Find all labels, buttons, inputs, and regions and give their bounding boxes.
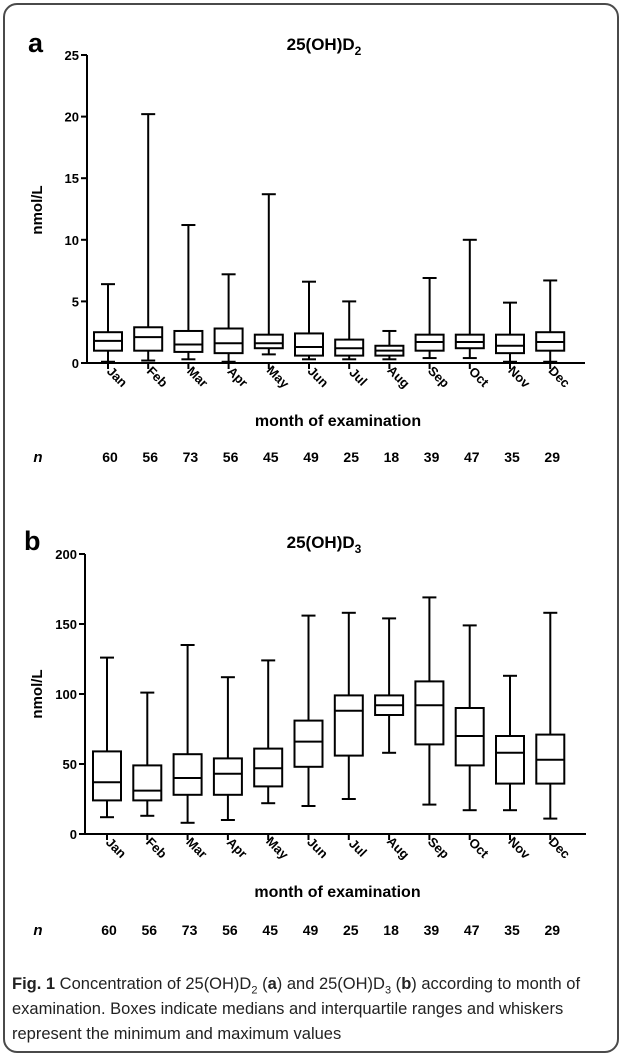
panel-b-y-tick-label: 200: [55, 547, 77, 562]
panel-a-n-value: 45: [263, 449, 279, 465]
panel-a-box: [253, 333, 284, 350]
panel-a-box: [173, 329, 204, 353]
panel-b-n-value: 49: [303, 922, 319, 938]
panel-a-y-tick-label: 25: [65, 48, 79, 63]
panel-a-box: [294, 332, 324, 357]
panel-b-box: [414, 680, 445, 746]
panel-a-y-tick-label: 15: [65, 171, 79, 186]
panel-b-n-label: n: [33, 922, 42, 939]
panel-b-box: [293, 719, 324, 768]
panel-a-n-value: 60: [102, 449, 118, 465]
caption-label: Fig. 1: [12, 975, 56, 993]
figure-caption: Fig. 1 Concentration of 25(OH)D2 (a) and…: [12, 972, 612, 1047]
caption-text-5: ) according to month of examination. Box…: [12, 975, 581, 1043]
caption-text-1: Concentration of 25(OH)D: [55, 975, 252, 993]
panel-b-box: [172, 753, 203, 796]
panel-a-n-value: 56: [223, 449, 239, 465]
caption-panel-b: b: [401, 975, 412, 993]
caption-text-4: (: [391, 975, 402, 993]
panel-b-n-value: 73: [182, 922, 198, 938]
panel-b-y-label: nmol/L: [29, 669, 46, 718]
panel-b-label: b: [24, 526, 41, 556]
panel-a-y-tick-label: 10: [65, 233, 79, 248]
panel-b-n-value: 45: [262, 922, 278, 938]
panel-a-x-label: month of examination: [255, 413, 421, 430]
caption-text-2: (: [257, 975, 268, 993]
panel-a-y-tick-label: 20: [65, 110, 79, 125]
panel-a-label: a: [28, 28, 44, 58]
panel-a-n-label: n: [33, 449, 42, 466]
panel-a-n-value: 29: [544, 449, 560, 465]
panel-b-y-tick-label: 150: [55, 617, 77, 632]
panel-a-n-value: 18: [384, 449, 400, 465]
panel-a-y-tick-label: 5: [72, 294, 79, 309]
panel-b-n-value: 39: [424, 922, 440, 938]
panel-b-box: [212, 757, 243, 796]
panel-b-n-value: 18: [383, 922, 399, 938]
panel-b-n-value: 47: [464, 922, 480, 938]
panel-a-box: [213, 327, 244, 355]
panel-b-x-label: month of examination: [254, 884, 420, 901]
panel-b-n-value: 56: [222, 922, 238, 938]
panel-b-box: [132, 764, 163, 802]
panel-a-n-value: 56: [142, 449, 158, 465]
panel-b-y-tick-label: 100: [55, 687, 77, 702]
panel-b-title: 25(OH)D3: [287, 533, 362, 556]
panel-b-n-value: 60: [101, 922, 117, 938]
panel-a-n-value: 25: [343, 449, 359, 465]
panel-b-box: [92, 750, 122, 802]
caption-sub-1: 2: [251, 984, 258, 997]
caption-panel-a: a: [267, 975, 277, 993]
panel-a-n-value: 49: [303, 449, 319, 465]
panel-a-n-value: 73: [183, 449, 199, 465]
panel-b-y-tick-label: 0: [70, 827, 77, 842]
panel-b-n-value: 29: [545, 922, 561, 938]
panel-a-y-label: nmol/L: [29, 185, 46, 234]
panel-a-box: [133, 326, 164, 352]
panel-a-n-value: 47: [464, 449, 480, 465]
panel-a-n-value: 35: [504, 449, 520, 465]
caption-text-3: ) and 25(OH)D: [276, 975, 385, 993]
panel-b-box: [333, 694, 364, 757]
panel-a-y-tick-label: 0: [72, 356, 79, 371]
charts-svg: a 25(OH)D20510152025nmol/LJan60Feb56Mar73…: [24, 28, 586, 939]
panel-b-n-value: 35: [504, 922, 520, 938]
panel-b-n-value: 56: [142, 922, 158, 938]
panel-a-n-value: 39: [424, 449, 440, 465]
panel-b-box: [495, 735, 525, 785]
panel-b-y-tick-label: 50: [63, 757, 77, 772]
panel-a-box: [495, 333, 525, 355]
panel-b-n-value: 25: [343, 922, 359, 938]
panel-a-title: 25(OH)D2: [287, 35, 362, 58]
figure-card: [3, 3, 619, 1053]
caption-sub-2: 3: [384, 984, 392, 997]
